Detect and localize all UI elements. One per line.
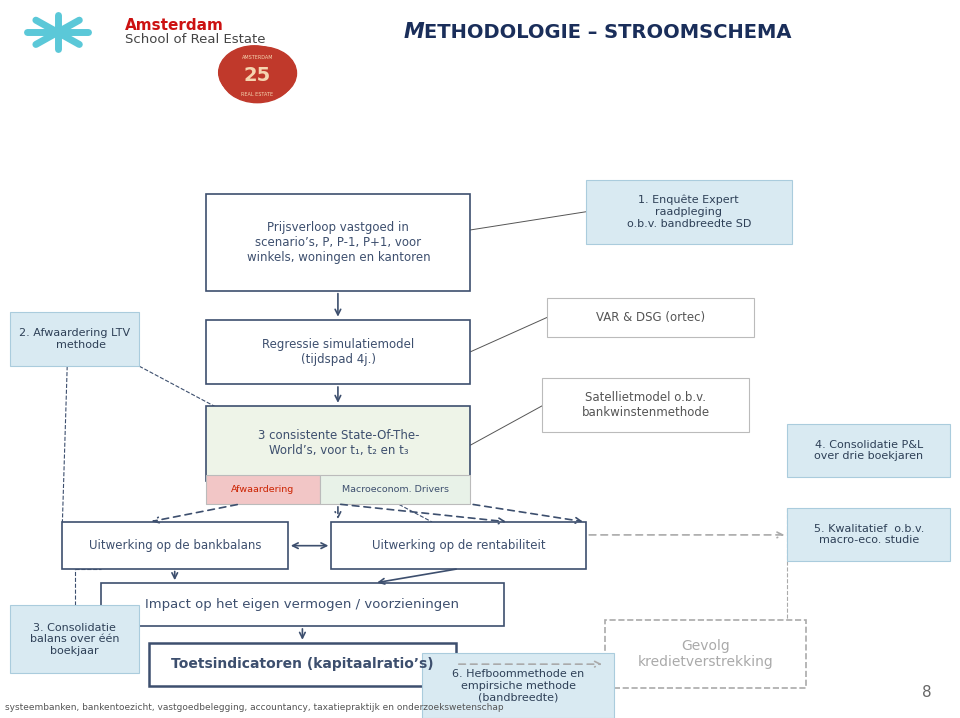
Text: systeembanken, bankentoezicht, vastgoedbelegging, accountancy, taxatiepraktijk e: systeembanken, bankentoezicht, vastgoedb… — [5, 703, 503, 712]
FancyBboxPatch shape — [547, 298, 754, 337]
FancyBboxPatch shape — [605, 620, 806, 688]
FancyBboxPatch shape — [206, 320, 470, 384]
Text: School of Real Estate: School of Real Estate — [125, 33, 265, 46]
FancyBboxPatch shape — [206, 194, 470, 291]
FancyBboxPatch shape — [586, 180, 792, 244]
Text: 3. Consolidatie
balans over één
boekjaar: 3. Consolidatie balans over één boekjaar — [30, 623, 119, 656]
Text: Prijsverloop vastgoed in
scenario’s, P, P-1, P+1, voor
winkels, woningen en kant: Prijsverloop vastgoed in scenario’s, P, … — [247, 221, 430, 264]
FancyBboxPatch shape — [62, 522, 288, 569]
Text: 4. Consolidatie P&L
over drie boekjaren: 4. Consolidatie P&L over drie boekjaren — [814, 439, 924, 462]
Text: ETHODOLOGIE – STROOMSCHEMA: ETHODOLOGIE – STROOMSCHEMA — [424, 23, 792, 42]
Text: Macroeconom. Drivers: Macroeconom. Drivers — [342, 485, 448, 494]
FancyBboxPatch shape — [206, 475, 320, 504]
FancyBboxPatch shape — [101, 583, 504, 626]
Circle shape — [226, 47, 297, 100]
Text: Toetsindicatoren (kapitaalratio’s): Toetsindicatoren (kapitaalratio’s) — [171, 657, 434, 671]
Text: Impact op het eigen vermogen / voorzieningen: Impact op het eigen vermogen / voorzieni… — [145, 598, 460, 611]
Text: REAL ESTATE: REAL ESTATE — [241, 92, 274, 97]
Text: 8: 8 — [922, 685, 931, 700]
Text: 1. Enquête Expert
raadpleging
o.b.v. bandbreedte SD: 1. Enquête Expert raadpleging o.b.v. ban… — [627, 195, 751, 228]
FancyBboxPatch shape — [542, 378, 749, 432]
FancyBboxPatch shape — [10, 312, 139, 366]
Text: 3 consistente State-Of-The-
World’s, voor t₁, t₂ en t₃: 3 consistente State-Of-The- World’s, voo… — [257, 429, 420, 457]
FancyBboxPatch shape — [787, 508, 950, 561]
Text: Amsterdam: Amsterdam — [125, 18, 224, 32]
Text: Uitwerking op de rentabiliteit: Uitwerking op de rentabiliteit — [372, 538, 545, 552]
Text: 25: 25 — [244, 66, 271, 85]
Circle shape — [221, 48, 294, 103]
Text: VAR & DSG (ortec): VAR & DSG (ortec) — [596, 311, 705, 325]
Text: 2. Afwaardering LTV
    methode: 2. Afwaardering LTV methode — [19, 328, 130, 350]
FancyBboxPatch shape — [10, 605, 139, 673]
Text: Afwaardering: Afwaardering — [231, 485, 295, 494]
Text: Regressie simulatiemodel
(tijdspad 4j.): Regressie simulatiemodel (tijdspad 4j.) — [262, 338, 415, 365]
FancyBboxPatch shape — [422, 653, 614, 718]
FancyBboxPatch shape — [331, 522, 586, 569]
FancyBboxPatch shape — [320, 475, 470, 504]
FancyBboxPatch shape — [149, 643, 456, 686]
FancyBboxPatch shape — [206, 406, 470, 481]
Text: 6. Hefboommethode en
empirsiche methode
(bandbreedte): 6. Hefboommethode en empirsiche methode … — [452, 669, 585, 702]
Text: AMSTERDAM: AMSTERDAM — [242, 55, 273, 60]
Text: Satellietmodel o.b.v.
bankwinstenmethode: Satellietmodel o.b.v. bankwinstenmethode — [582, 391, 709, 419]
FancyBboxPatch shape — [787, 424, 950, 477]
Text: Uitwerking op de bankbalans: Uitwerking op de bankbalans — [89, 538, 261, 552]
Text: M: M — [403, 22, 424, 42]
Text: 5. Kwalitatief  o.b.v.
macro-eco. studie: 5. Kwalitatief o.b.v. macro-eco. studie — [814, 523, 924, 546]
Text: Gevolg
kredietverstrekking: Gevolg kredietverstrekking — [637, 638, 774, 669]
Circle shape — [219, 46, 290, 99]
